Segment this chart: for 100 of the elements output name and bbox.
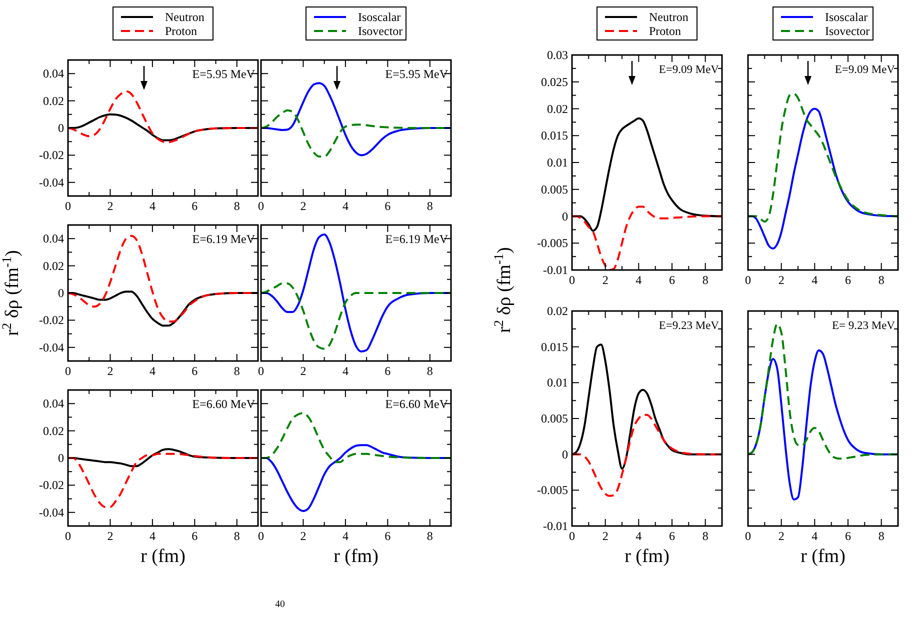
x-tick-label: 2 [778, 529, 784, 543]
line-series [572, 206, 722, 270]
x-tick-label: 0 [745, 529, 751, 543]
annotation: E=9.09 MeV [658, 64, 720, 76]
x-tick-label: 6 [192, 364, 198, 378]
x-tick-label: 8 [426, 199, 433, 213]
y-tick-label: 0 [562, 209, 568, 224]
x-tick-label: 6 [192, 529, 198, 543]
annotation: E=9.23 MeV [658, 320, 720, 332]
y-tick-label: 0.04 [43, 396, 64, 411]
x-tick-label: 0 [258, 364, 264, 378]
x-tick-label: 2 [300, 529, 306, 543]
y-tick-label: 0.02 [43, 258, 64, 273]
y-tick-label: 0.005 [541, 412, 568, 426]
legend-label: Neutron [165, 10, 204, 24]
x-tick-label: 4 [636, 529, 642, 543]
x-tick-label: 4 [636, 273, 642, 287]
x-tick-label: 4 [342, 364, 348, 378]
legend-label: Proton [165, 24, 198, 38]
y-tick-label: 0.02 [547, 102, 568, 116]
y-tick-label: -0.04 [39, 505, 64, 520]
y-tick-label: 0.02 [547, 304, 568, 318]
y-tick-label: -0.01 [543, 263, 568, 277]
x-tick-label: 6 [384, 529, 391, 543]
y-tick-label: -0.01 [543, 519, 568, 533]
y-tick-label: 0.02 [43, 94, 64, 108]
x-tick-label: 4 [149, 199, 156, 213]
x-tick-label: 8 [426, 529, 433, 543]
x-tick-label: 6 [845, 273, 851, 287]
y-tick-label: 0 [58, 451, 64, 465]
x-tick-label: 8 [234, 364, 240, 378]
y-tick-label: 0.01 [547, 156, 568, 170]
y-tick-label: 0.025 [541, 74, 568, 89]
annotation: E=6.60 MeV [385, 397, 448, 411]
annotation: E=5.95 MeV [192, 67, 256, 81]
y-tick-label: 0.005 [541, 182, 568, 196]
x-tick-label: 8 [426, 364, 433, 378]
x-tick-label: 4 [149, 364, 156, 378]
x-tick-label: 4 [342, 199, 348, 213]
y-tick-label: -0.04 [39, 340, 64, 354]
annotation: E=6.19 MeV [192, 232, 256, 246]
line-series [68, 234, 258, 323]
x-tick-label: 6 [384, 199, 391, 213]
annotation: E=9.09 MeV [834, 64, 896, 76]
y-tick-label: -0.005 [537, 236, 568, 250]
x-tick-label: 2 [300, 199, 306, 213]
y-tick-label: 0.04 [43, 66, 64, 81]
x-tick-label: 0 [745, 273, 751, 287]
legend-label: Isovector [358, 24, 403, 38]
annotation: E=6.60 MeV [192, 397, 256, 411]
x-tick-label: 8 [878, 273, 884, 287]
line-series [68, 452, 258, 508]
y-tick-label: -0.02 [39, 478, 64, 492]
text: 40 [275, 598, 285, 610]
x-tick-label: 2 [107, 199, 114, 213]
y-tick-label: 0 [562, 447, 568, 462]
x-tick-label: 0 [258, 529, 264, 543]
y-tick-label: 0.015 [541, 128, 568, 143]
y-tick-label: 0.01 [547, 376, 568, 390]
annotation: E=5.95 MeV [385, 67, 448, 81]
x-tick-label: 4 [342, 529, 348, 543]
x-tick-label: 6 [845, 529, 851, 543]
x-tick-label: 8 [702, 529, 708, 543]
x-tick-label: 4 [812, 529, 818, 543]
x-tick-label: 8 [878, 529, 884, 543]
x-tick-label: 2 [602, 273, 608, 287]
x-tick-label: 2 [602, 529, 608, 543]
x-tick-label: 6 [192, 199, 198, 213]
legend-label: Neutron [649, 10, 688, 24]
x-tick-label: 6 [384, 364, 391, 378]
x-tick-label: 0 [258, 199, 264, 213]
x-tick-label: 8 [702, 273, 708, 287]
legend-label: Isoscalar [825, 10, 868, 24]
x-tick-label: 8 [234, 529, 240, 543]
x-tick-label: 6 [669, 273, 675, 287]
y-tick-label: 0.015 [541, 340, 568, 354]
x-tick-label: 4 [149, 529, 156, 543]
x-tick-label: 2 [300, 364, 306, 378]
line-series [572, 414, 722, 497]
y-tick-label: -0.005 [537, 483, 568, 498]
y-tick-label: -0.02 [39, 313, 64, 328]
x-tick-label: 2 [107, 364, 114, 378]
x-tick-label: 6 [669, 529, 675, 543]
legend-label: Proton [649, 24, 682, 38]
y-tick-label: 0.03 [547, 48, 568, 62]
y-tick-label: -0.02 [39, 148, 64, 162]
x-tick-label: 2 [778, 273, 784, 287]
y-tick-label: 0.02 [43, 424, 64, 438]
x-tick-label: 8 [234, 199, 240, 213]
y-tick-label: 0 [58, 121, 64, 135]
y-tick-label: 0 [58, 286, 64, 300]
y-tick-label: -0.04 [39, 175, 64, 190]
x-axis-title: r (fm) [334, 546, 378, 567]
x-axis-title: r (fm) [800, 546, 846, 567]
annotation: E= 9.23 MeV [832, 320, 896, 332]
x-axis-title: r (fm) [140, 546, 186, 567]
x-tick-label: 2 [107, 529, 114, 543]
x-tick-label: 4 [812, 273, 818, 287]
legend-label: Isovector [825, 24, 870, 38]
annotation: E=6.19 MeV [385, 232, 448, 246]
